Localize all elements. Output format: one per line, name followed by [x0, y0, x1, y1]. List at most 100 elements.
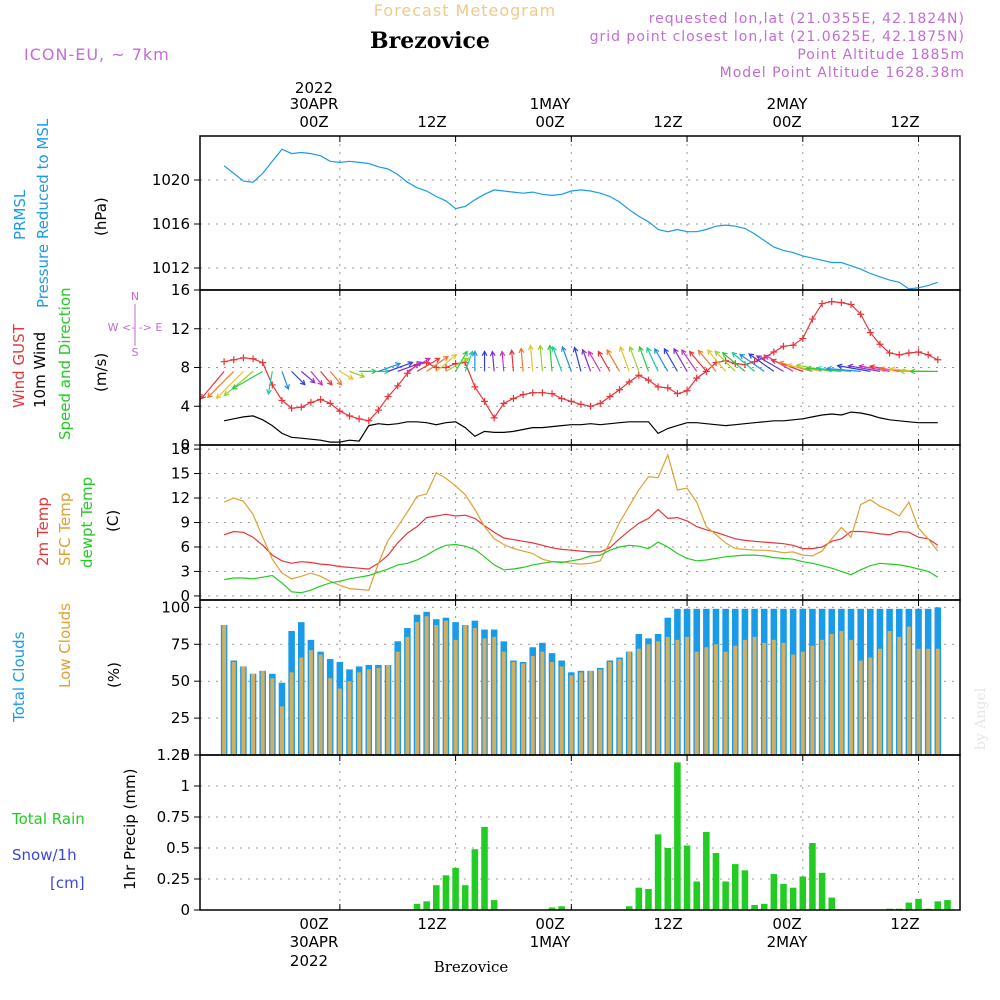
gust-marker — [693, 374, 701, 382]
clouds-bar — [675, 639, 680, 755]
gust-marker — [847, 301, 855, 309]
temp-panel-labels: 2m Temp SFC Temp dewpt Temp (C) — [34, 477, 122, 568]
gust-marker — [895, 351, 903, 359]
y-tick-label: 1012 — [152, 259, 190, 277]
clouds-bar — [617, 659, 622, 755]
pressure-panel-labels: PRMSL Pressure Reduced to MSL (hPa) — [11, 118, 110, 308]
gust-marker — [288, 404, 296, 412]
series-2m-temp — [223, 508, 939, 570]
clouds-bar — [820, 639, 825, 755]
clouds-bar — [646, 644, 651, 755]
precipitation-bar — [625, 906, 633, 910]
clouds-bar — [251, 673, 256, 755]
requested-coords: requested lon,lat (21.0355E, 42.1824N) — [649, 11, 965, 27]
gust-marker — [278, 396, 286, 404]
wind-arrow — [731, 351, 755, 372]
clouds-bar — [569, 675, 574, 755]
clouds-bar — [800, 651, 805, 755]
series-line — [223, 452, 939, 591]
wind-arrow — [673, 347, 688, 372]
top-time-axis: 2022 30APR 1MAY 2MAY 00Z 12Z 00Z 12Z 00Z… — [290, 79, 920, 131]
bottom-hour-label: 00Z — [299, 915, 328, 933]
clouds-panel: 0 25 50 75 100 — [161, 598, 961, 764]
precipitation-bar — [548, 907, 556, 910]
series-line — [224, 541, 939, 594]
precip-panel-labels: Total Rain Snow/1h [cm] 1hr Precip (mm) — [11, 769, 139, 892]
precipitation-bar — [809, 843, 816, 910]
gust-marker — [567, 397, 575, 405]
wind-arrow — [706, 349, 727, 372]
clouds-bar — [501, 651, 506, 755]
wind-arrow — [714, 350, 736, 372]
gust-marker — [587, 402, 595, 410]
gust-marker — [625, 378, 633, 386]
wind-arrow — [339, 370, 355, 380]
clouds-bar — [308, 650, 313, 755]
series-sfc-temp — [223, 452, 939, 591]
clouds-bar — [578, 672, 583, 755]
bottom-station-label: Brezovice — [434, 958, 509, 976]
bottom-date-label: 30APR — [290, 933, 339, 951]
wind-arrow — [836, 363, 871, 372]
clouds-bar — [559, 666, 564, 755]
gust-marker — [558, 395, 566, 402]
precipitation-bar — [818, 872, 826, 910]
gust-marker — [345, 412, 353, 420]
clouds-bar — [694, 651, 699, 755]
wind-panel: 0 4 8 12 16 — [171, 281, 961, 454]
clouds-bar — [849, 639, 853, 755]
bottom-hour-label: 12Z — [890, 915, 919, 933]
gust-marker — [789, 341, 797, 349]
y-tick-label: 6 — [180, 538, 190, 556]
gust-marker — [297, 403, 305, 411]
gust-marker — [384, 393, 392, 401]
clouds-bar — [636, 648, 641, 755]
wind-arrow — [646, 346, 659, 372]
precipitation-bar — [423, 901, 430, 910]
clouds-bar — [424, 616, 429, 755]
gust-marker — [886, 349, 894, 357]
series-dewpt-temp — [224, 541, 939, 594]
wind-arrow — [291, 370, 306, 386]
clouds-bar — [839, 631, 844, 755]
clouds-bar — [916, 648, 921, 755]
wind-arrow — [618, 345, 630, 372]
watermark: by Angel — [973, 687, 989, 750]
precipitation-bar — [780, 883, 787, 910]
precipitation-bar — [770, 874, 778, 910]
series-wind-gust — [221, 298, 942, 425]
precipitation-bar — [915, 898, 922, 910]
gust-marker — [394, 382, 402, 390]
bottom-time-axis: 00Z 12Z 00Z 12Z 00Z 12Z 30APR 1MAY 2MAY … — [290, 915, 920, 976]
gust-marker — [230, 356, 238, 364]
wind-arrow — [310, 370, 324, 386]
gust-marker — [770, 348, 778, 356]
top-date-label: 1MAY — [530, 95, 572, 113]
precipitation-bar — [693, 881, 700, 910]
wind-arrow — [223, 370, 254, 397]
gust-marker — [529, 389, 537, 397]
clouds-bar — [347, 681, 352, 755]
top-hour-label: 12Z — [890, 113, 919, 131]
wind-arrow — [638, 345, 650, 372]
clouds-bar — [588, 670, 593, 755]
precipitation-bar — [828, 897, 836, 910]
clouds-bar — [829, 633, 834, 755]
precip-unit-label: 1hr Precip (mm) — [121, 769, 139, 890]
precipitation-bar — [461, 885, 469, 910]
clouds-bar — [231, 662, 236, 755]
gust-marker — [259, 359, 267, 367]
precipitation-bar — [741, 870, 749, 910]
compass-south: S — [132, 346, 139, 359]
wind-arrow — [847, 363, 881, 372]
prmsl-desc-label: Pressure Reduced to MSL — [34, 118, 52, 308]
top-date-label: 2MAY — [767, 95, 809, 113]
clouds-bar — [742, 639, 747, 755]
top-year-label: 2022 — [295, 79, 333, 97]
clouds-bar — [752, 636, 757, 755]
wind-unit-label: (m/s) — [92, 353, 110, 392]
wind-arrow — [378, 362, 402, 372]
y-tick-label: 1016 — [152, 215, 190, 233]
wind-arrow — [407, 357, 431, 372]
